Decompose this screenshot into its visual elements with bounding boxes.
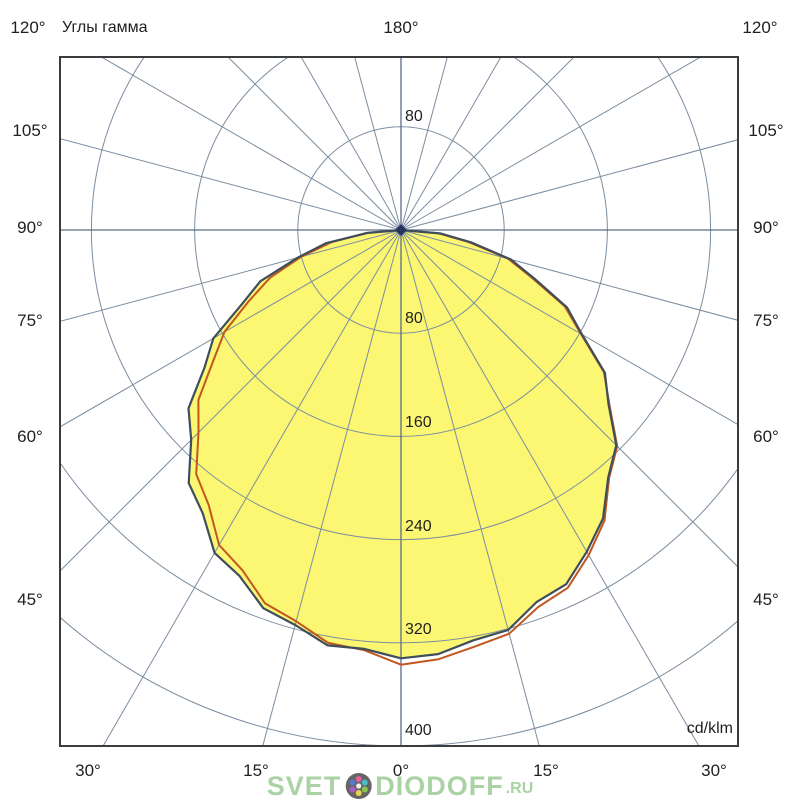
angular-grid-ray-285 (60, 229, 402, 322)
angular-grid-ray-75 (400, 229, 738, 321)
radial-tick-label-320: 320 (405, 621, 432, 638)
angular-grid-ray-210 (300, 57, 402, 231)
angular-grid-ray-45 (400, 229, 738, 568)
angular-grid-ray-315 (60, 229, 402, 572)
radial-tick-label-80: 80 (405, 310, 423, 327)
gamma-angle-label-15-bottom-right: 15° (533, 761, 559, 780)
angular-grid-ray-330 (102, 229, 402, 746)
gamma-angle-label-0-bottom: 0° (392, 761, 410, 780)
watermark-text-diodoff: DIODOFF (375, 770, 504, 801)
angular-grid-ray-225 (227, 57, 402, 231)
gamma-angle-label-90-left: 90° (17, 218, 43, 237)
gamma-angle-label-15-bottom-left: 15° (243, 761, 269, 780)
intensity-curve-c90-c270 (187, 228, 618, 660)
gamma-angle-label-105-right: 105° (748, 121, 784, 140)
radial-tick-label-240: 240 (405, 518, 432, 535)
gamma-angle-label-180-top: 180° (383, 18, 419, 37)
radial-tick-label-160: 160 (405, 414, 432, 431)
radial-tick-label-80-upper: 80 (405, 108, 423, 125)
gamma-angle-label-105-left: 105° (12, 121, 48, 140)
gamma-angle-label-75-left: 75° (17, 311, 43, 330)
angular-grid-ray-60 (400, 229, 738, 426)
gamma-angle-label-120-top-right: 120° (742, 18, 778, 37)
gamma-angle-label-90-right: 90° (753, 218, 779, 237)
unit-label: cd/klm (686, 720, 733, 737)
angular-grid-ray-15 (400, 229, 540, 746)
origin-marker (395, 224, 407, 236)
logo-dot (355, 776, 362, 782)
gamma-angle-label-60-right: 60° (753, 427, 779, 446)
angular-grid-ray-300 (60, 229, 402, 428)
logo-dot (361, 786, 368, 793)
angular-grid-ray-255 (60, 138, 402, 231)
angular-grid-ray-240 (100, 57, 402, 231)
gamma-angle-label-75-right: 75° (753, 311, 779, 330)
gamma-angle-label-30-bottom-right: 30° (701, 761, 727, 780)
gamma-angle-label-45-left: 45° (17, 590, 43, 609)
chart-title: Углы гамма (62, 19, 148, 36)
logo-dot (361, 779, 368, 786)
gamma-angle-label-120-top-left: 120° (10, 18, 46, 37)
angular-grid-ray-105 (400, 139, 738, 231)
angular-grid-ray-195 (354, 57, 402, 231)
gamma-angle-label-30-bottom-left: 30° (75, 761, 101, 780)
angular-grid-ray-165 (400, 57, 448, 231)
intensity-lobe-fill (188, 230, 617, 659)
radial-tick-label-400: 400 (405, 722, 432, 739)
logo-center-dot (355, 783, 361, 789)
logo-dot (355, 790, 362, 796)
watermark-text-svet: SVET (266, 770, 342, 801)
angular-grid-ray-120 (400, 57, 702, 231)
watermark-text-ru: .RU (505, 780, 534, 797)
watermark-svetodiodoff: SVET DIODOFF .RU (266, 770, 534, 801)
angular-grid-ray-150 (400, 57, 502, 231)
gamma-angle-label-45-right: 45° (753, 590, 779, 609)
angular-grid-ray-345 (262, 229, 402, 746)
gamma-angle-label-60-left: 60° (17, 427, 43, 446)
angular-grid-ray-30 (400, 229, 700, 746)
logo-dot (349, 786, 356, 793)
logo-dot (349, 779, 356, 786)
svetodiodoff-logo-icon (345, 773, 372, 799)
plot-border (59, 56, 739, 747)
angular-grid-ray-135 (400, 57, 575, 231)
